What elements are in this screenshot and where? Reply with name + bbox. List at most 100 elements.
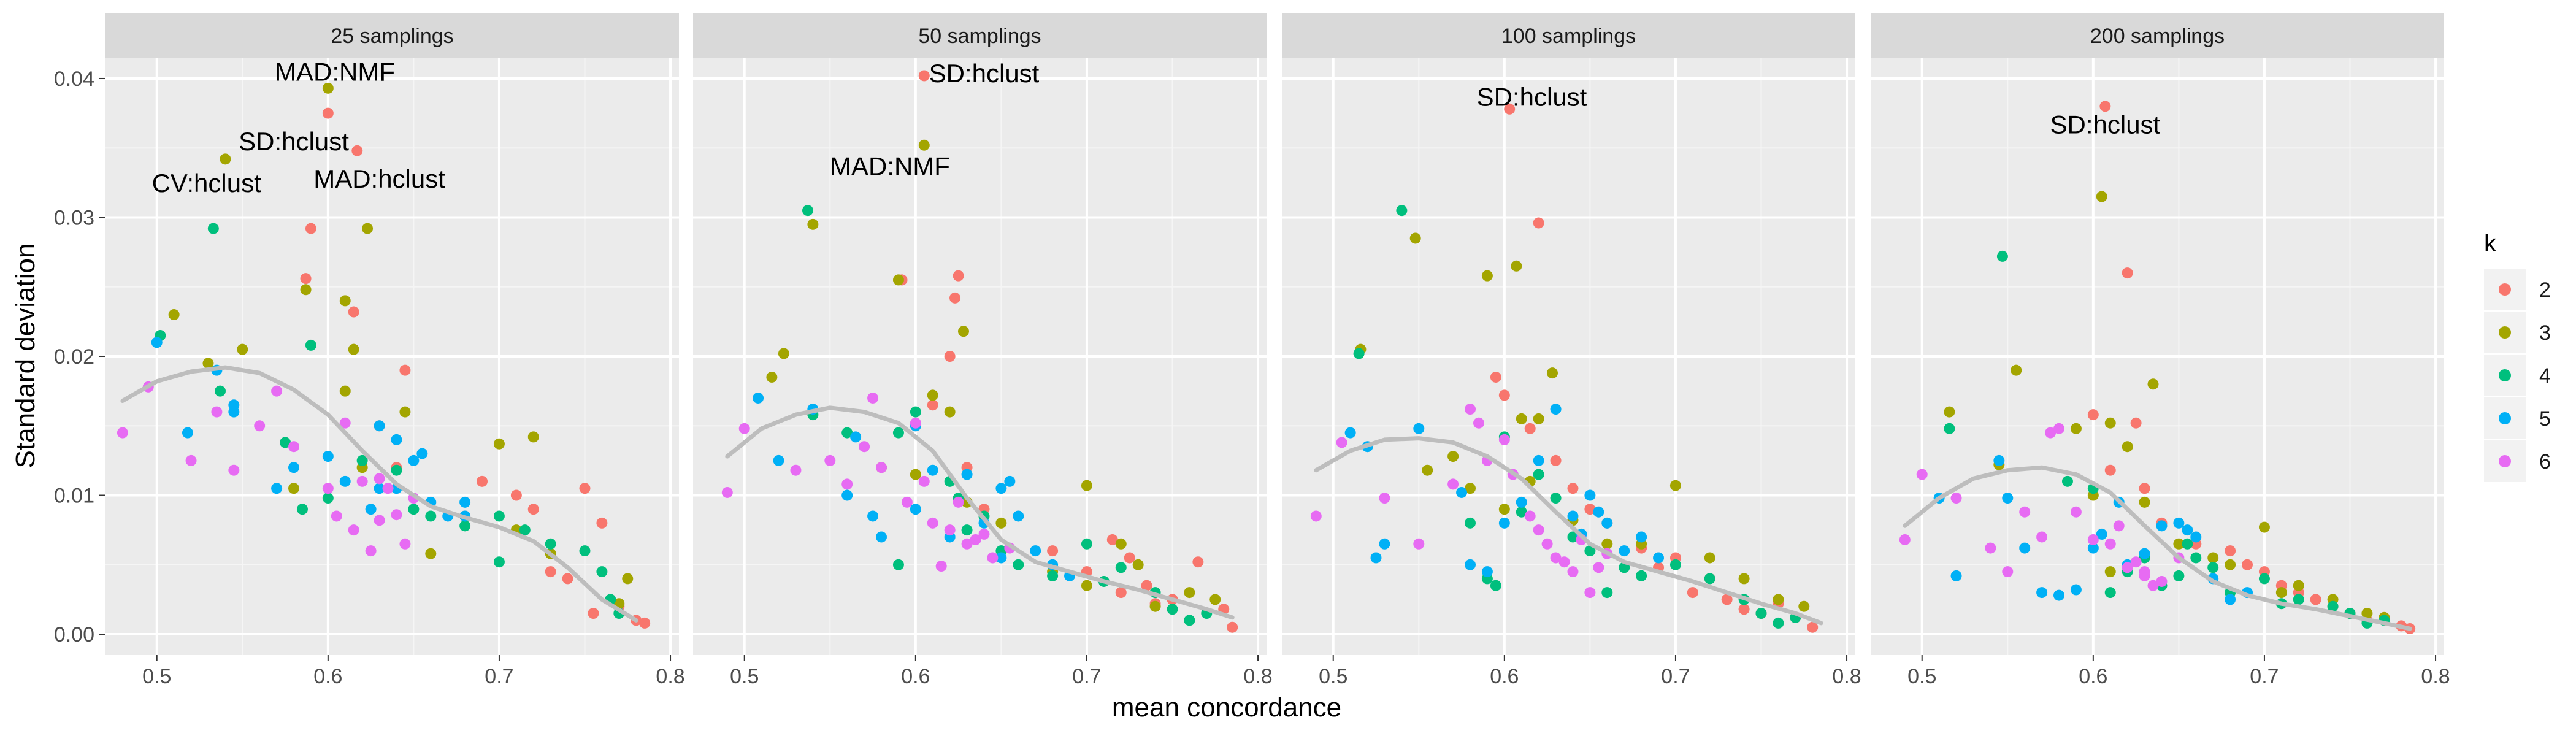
data-point-k5 bbox=[850, 431, 862, 443]
data-point-k5 bbox=[1950, 570, 1962, 581]
data-point-k5 bbox=[995, 552, 1007, 564]
y-tick-label: 0.00 bbox=[54, 623, 94, 646]
data-point-k5 bbox=[2156, 520, 2168, 532]
data-point-k3 bbox=[2104, 417, 2116, 429]
data-point-k6 bbox=[1558, 556, 1570, 568]
data-point-k2 bbox=[399, 364, 411, 376]
data-point-k6 bbox=[185, 454, 197, 466]
data-point-k4 bbox=[1396, 205, 1408, 217]
data-point-k2 bbox=[2087, 409, 2099, 421]
data-point-k4 bbox=[841, 427, 853, 439]
data-point-k2 bbox=[2099, 101, 2111, 112]
data-point-k5 bbox=[876, 531, 887, 543]
data-point-k3 bbox=[202, 358, 214, 369]
data-point-k6 bbox=[1533, 524, 1544, 536]
data-point-k3 bbox=[944, 406, 956, 418]
data-point-k4 bbox=[322, 493, 334, 504]
facet-panel: 25 samplings 0.5 0.6 0.7 0.8 0.00 0.01 0.02 0.03… bbox=[54, 13, 685, 688]
data-point-k4 bbox=[2061, 475, 2073, 487]
smooth-trend-line bbox=[1903, 465, 2412, 631]
data-point-k3 bbox=[2011, 364, 2022, 376]
data-point-k2 bbox=[1498, 389, 1510, 401]
data-point-k2 bbox=[1504, 103, 1516, 115]
facet-panel: 200 samplings 0.5 0.6 0.7 0.8 SD:hclust bbox=[1871, 13, 2450, 688]
data-point-k6 bbox=[1465, 404, 1476, 415]
data-point-k3 bbox=[1516, 413, 1527, 424]
data-point-k5 bbox=[2225, 594, 2236, 605]
legend-entry: 3 bbox=[2484, 312, 2551, 353]
data-point-k6 bbox=[2147, 580, 2159, 591]
data-point-k3 bbox=[237, 343, 248, 355]
data-point-k3 bbox=[892, 274, 904, 286]
data-point-k6 bbox=[2104, 538, 2116, 550]
data-point-k5 bbox=[1993, 454, 2005, 466]
data-point-k2 bbox=[639, 617, 651, 629]
data-point-k2 bbox=[1567, 483, 1579, 494]
data-point-k5 bbox=[910, 504, 921, 515]
data-point-k5 bbox=[365, 504, 377, 515]
data-point-k2 bbox=[1533, 217, 1544, 229]
point-annotation: SD:hclust bbox=[239, 127, 349, 156]
data-point-k2 bbox=[1047, 545, 1059, 557]
data-point-k3 bbox=[493, 438, 505, 450]
data-point-k6 bbox=[348, 524, 359, 536]
legend-key-icon bbox=[2499, 369, 2511, 381]
data-point-k3 bbox=[288, 483, 300, 494]
x-tick-label: 0.5 bbox=[1907, 665, 1936, 688]
data-point-k2 bbox=[2122, 267, 2133, 279]
x-tick-label: 0.8 bbox=[2421, 665, 2450, 688]
data-point-k4 bbox=[207, 223, 219, 234]
data-point-k6 bbox=[1550, 552, 1562, 564]
data-point-k4 bbox=[910, 406, 921, 418]
data-point-k2 bbox=[510, 489, 522, 501]
data-point-k6 bbox=[721, 486, 733, 498]
data-point-k4 bbox=[1669, 559, 1681, 570]
y-tick-label: 0.01 bbox=[54, 485, 94, 508]
smooth-trend-line bbox=[1314, 436, 1823, 626]
data-point-k2 bbox=[2104, 464, 2116, 476]
data-point-k6 bbox=[399, 538, 411, 550]
data-point-k2 bbox=[1124, 552, 1135, 564]
data-point-k3 bbox=[1669, 480, 1681, 491]
x-axis-title: mean concordance bbox=[1112, 692, 1341, 723]
x-tick-label: 0.7 bbox=[1661, 665, 1690, 688]
data-point-k5 bbox=[271, 483, 283, 494]
legend-key-icon bbox=[2499, 455, 2511, 467]
data-point-k6 bbox=[790, 464, 802, 476]
data-point-k3 bbox=[1533, 413, 1544, 424]
data-point-k2 bbox=[1490, 371, 1501, 383]
legend-entry: 6 bbox=[2484, 440, 2551, 482]
data-point-k3 bbox=[918, 139, 930, 151]
point-annotation: CV:hclust bbox=[152, 169, 262, 197]
data-point-k5 bbox=[2190, 531, 2202, 543]
data-point-k3 bbox=[527, 431, 539, 443]
data-point-k3 bbox=[1944, 406, 1955, 418]
data-point-k5 bbox=[2036, 587, 2048, 599]
data-point-k5 bbox=[1413, 423, 1425, 434]
data-point-k2 bbox=[1115, 587, 1127, 599]
legend: k 2 3 4 5 6 bbox=[2484, 230, 2551, 482]
data-point-k2 bbox=[300, 273, 312, 285]
data-point-k3 bbox=[1798, 600, 1810, 612]
data-point-k2 bbox=[322, 107, 334, 119]
y-axis-title: Standard deviation bbox=[10, 243, 40, 469]
data-point-k3 bbox=[2173, 538, 2185, 550]
data-point-k5 bbox=[1636, 531, 1647, 543]
data-point-k4 bbox=[1490, 580, 1501, 591]
data-point-k3 bbox=[2147, 378, 2159, 390]
data-point-k6 bbox=[339, 417, 351, 429]
data-point-k2 bbox=[2225, 545, 2236, 557]
legend-entries: 2 3 4 5 6 bbox=[2484, 269, 2551, 482]
data-point-k6 bbox=[978, 528, 990, 540]
data-point-k4 bbox=[596, 566, 608, 578]
data-point-k4 bbox=[519, 524, 531, 536]
data-point-k2 bbox=[944, 351, 956, 362]
data-point-k6 bbox=[382, 483, 394, 494]
data-point-k5 bbox=[2053, 589, 2065, 601]
data-point-k4 bbox=[296, 504, 308, 515]
data-point-k5 bbox=[1653, 552, 1665, 564]
data-point-k4 bbox=[1584, 545, 1596, 557]
data-point-k4 bbox=[1047, 570, 1059, 581]
data-point-k6 bbox=[953, 496, 964, 508]
y-tick-label: 0.04 bbox=[54, 67, 94, 91]
